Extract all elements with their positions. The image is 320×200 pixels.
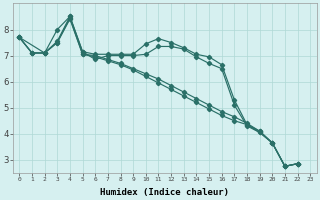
X-axis label: Humidex (Indice chaleur): Humidex (Indice chaleur) <box>100 188 229 197</box>
